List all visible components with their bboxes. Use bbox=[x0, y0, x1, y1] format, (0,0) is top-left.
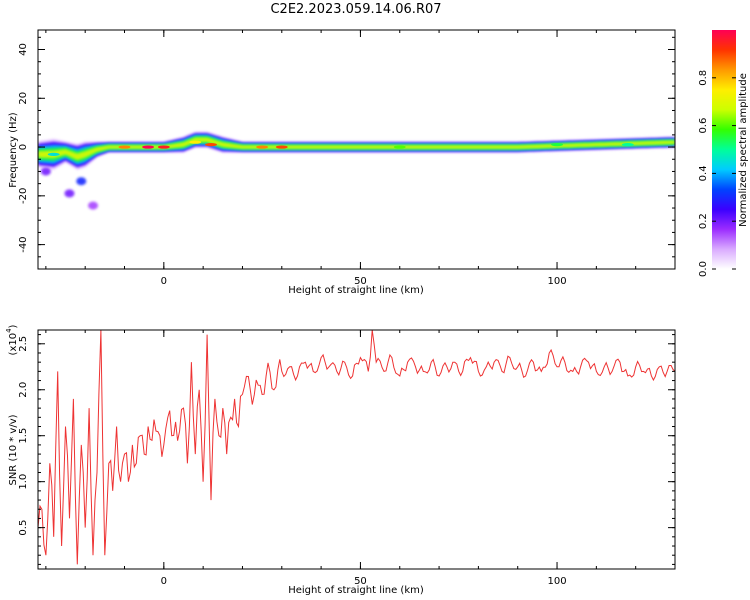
spectrogram-blob bbox=[64, 189, 75, 198]
snr-xlabel: Height of straight line (km) bbox=[288, 585, 424, 596]
y-tick-label: -40 bbox=[18, 236, 29, 252]
y-tick-label: 0.5 bbox=[18, 520, 29, 536]
spectrogram-heatmap bbox=[38, 131, 675, 210]
y-tick-label: 0 bbox=[18, 144, 29, 150]
spectrogram-peak bbox=[205, 143, 218, 147]
spectrogram-blob bbox=[88, 201, 99, 210]
colorbar-tick-label: 0.6 bbox=[698, 118, 709, 134]
spectrogram-peak bbox=[118, 145, 131, 149]
snr-plot-area bbox=[38, 330, 675, 569]
y-tick-label: 2.5 bbox=[18, 336, 29, 352]
spectrogram-frame bbox=[37, 29, 676, 270]
x-tick-label: 50 bbox=[354, 276, 367, 287]
spectrogram-axes: 0 50 100 -40 -20 0 20 40 bbox=[18, 30, 676, 287]
colorbar-tick-label: 0.8 bbox=[698, 70, 709, 86]
spectrogram-peak bbox=[551, 143, 564, 147]
y-tick-label: 2.0 bbox=[18, 382, 29, 398]
snr-axes: 0 50 100 0.5 1.0 1.5 2.0 2.5 bbox=[18, 330, 676, 587]
spectrogram-peak bbox=[142, 145, 155, 149]
x-tick-label: 0 bbox=[161, 576, 167, 587]
spectrogram-peak bbox=[393, 145, 406, 149]
y-tick-label: 1.5 bbox=[18, 428, 29, 444]
spectrogram-peak bbox=[157, 145, 170, 149]
spectrogram-blob bbox=[40, 167, 51, 176]
colorbar-tick-label: 0.0 bbox=[698, 261, 709, 277]
snr-multiplier-base: (x10 bbox=[8, 333, 19, 356]
spectrogram-band-level bbox=[38, 137, 675, 160]
colorbar-tick-label: 0.2 bbox=[698, 213, 709, 229]
y-tick-label: 20 bbox=[18, 92, 29, 105]
spectrogram-peak bbox=[275, 145, 288, 149]
spectrogram-xlabel: Height of straight line (km) bbox=[288, 285, 424, 296]
snr-multiplier-exp: 4 bbox=[5, 328, 13, 333]
spectrogram-peak bbox=[621, 143, 634, 147]
spectrogram-ylabel: Frequency (Hz) bbox=[8, 112, 19, 188]
colorbar-ticks: 0.0 0.2 0.4 0.6 0.8 bbox=[698, 70, 736, 277]
spectrogram-blob bbox=[76, 177, 87, 186]
colorbar-tick-label: 0.4 bbox=[698, 165, 709, 181]
spectrogram-peak bbox=[47, 152, 60, 156]
snr-multiplier: (x104) bbox=[5, 324, 19, 355]
x-tick-label: 100 bbox=[547, 576, 566, 587]
y-tick-label: -20 bbox=[18, 188, 29, 204]
colorbar: 0.0 0.2 0.4 0.6 0.8 Normalized spectral ampl… bbox=[698, 30, 749, 277]
snr-line bbox=[38, 330, 675, 565]
x-tick-label: 100 bbox=[547, 276, 566, 287]
y-tick-label: 40 bbox=[18, 43, 29, 56]
colorbar-gradient bbox=[712, 30, 736, 269]
snr-ylabel: SNR (10 * v/v) bbox=[8, 414, 19, 485]
colorbar-label: Normalized spectral amplitude bbox=[738, 73, 749, 227]
x-tick-label: 0 bbox=[161, 276, 167, 287]
page-title: C2E2.2023.059.14.06.R07 bbox=[270, 2, 442, 17]
spectrogram-peak bbox=[256, 145, 269, 149]
snr-panel: 0 50 100 0.5 1.0 1.5 2.0 2.5 Height of straight… bbox=[5, 324, 676, 596]
y-tick-label: 1.0 bbox=[18, 474, 29, 490]
spectrogram-panel: 0 50 100 -40 -20 0 20 40 Height of straight lin… bbox=[8, 29, 676, 296]
snr-multiplier-close: ) bbox=[8, 324, 19, 328]
x-tick-label: 50 bbox=[354, 576, 367, 587]
spectrogram-peak bbox=[189, 140, 202, 144]
snr-frame bbox=[37, 329, 676, 570]
